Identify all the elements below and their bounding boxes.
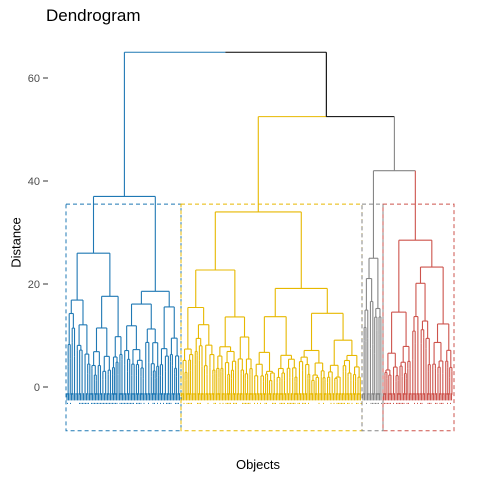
y-axis-ticks: 0 20 40 60 <box>28 73 48 394</box>
chart-title: Dendrogram <box>46 6 141 25</box>
y-axis-label: Distance <box>8 217 24 268</box>
y-tick-label-60: 60 <box>28 73 40 85</box>
y-tick-label-0: 0 <box>34 382 40 394</box>
y-tick-label-20: 20 <box>28 279 40 291</box>
cluster-boxes <box>65 203 455 432</box>
cluster-box-3 <box>361 203 384 432</box>
x-axis-label: Objects <box>235 457 281 472</box>
cluster-box-4 <box>382 203 455 432</box>
y-tick-label-40: 40 <box>28 176 40 188</box>
dendrogram-tree <box>66 51 453 405</box>
cluster-box-1 <box>65 203 182 432</box>
